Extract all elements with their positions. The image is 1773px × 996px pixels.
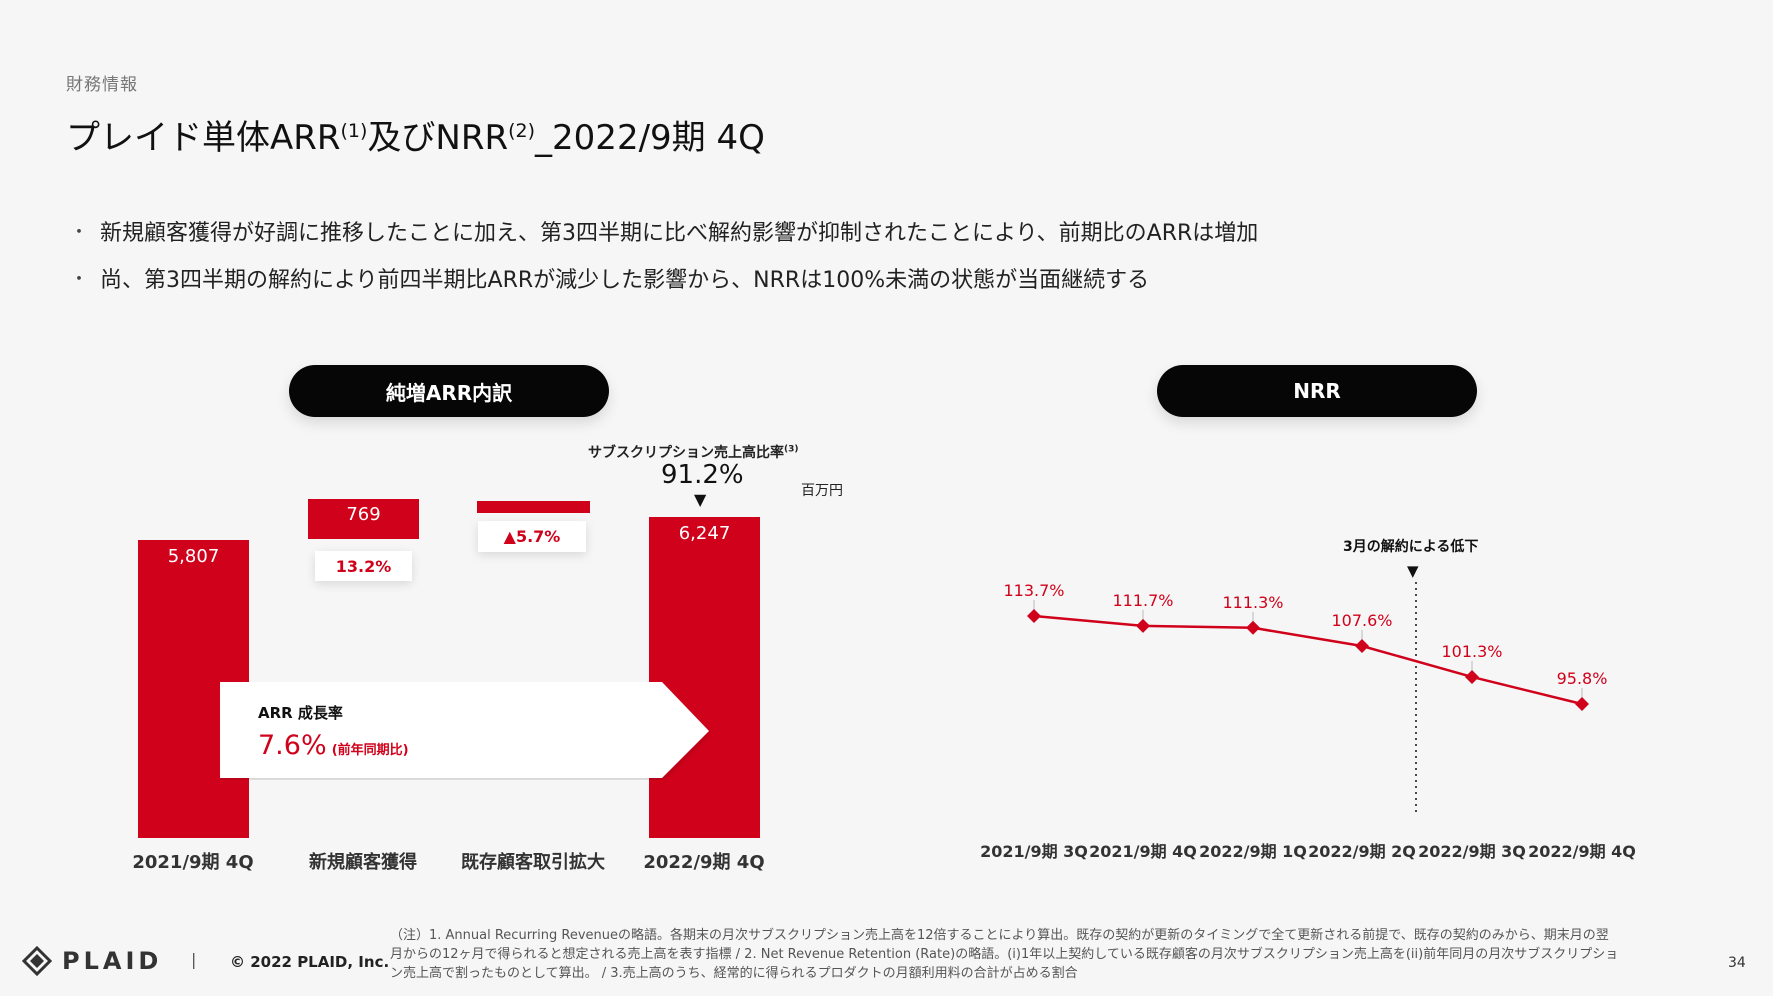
nrr-series-line (1033, 614, 1583, 706)
footnote-line: （注）1. Annual Recurring Revenueの略語。各期末の月次… (390, 928, 1609, 943)
bullet-dot-icon: ・ (70, 268, 88, 290)
growth-note: (前年同期比) (331, 743, 409, 758)
nrr-data-point (1355, 638, 1369, 653)
bullet-text: 新規顧客獲得が好調に推移したことに加え、第3四半期に比べ解約影響が抑制されたこと… (100, 220, 1259, 246)
bullet-dot-icon: ・ (70, 221, 88, 243)
nrr-pill: NRR (1157, 365, 1477, 417)
subscription-ratio-value: 91.2% (661, 460, 744, 490)
bar-value-label: 769 (346, 504, 381, 525)
bar-2022-4q: 6,247 (649, 517, 760, 838)
growth-label: ARR 成長率 (258, 704, 343, 722)
bullet-item: ・ 新規顧客獲得が好調に推移したことに加え、第3四半期に比べ解約影響が抑制された… (70, 207, 1258, 254)
copyright: © 2022 PLAID, Inc. (230, 953, 390, 971)
arr-breakdown-pill: 純増ARR内訳 (289, 365, 609, 417)
title-mid: 及びNRR (367, 118, 509, 158)
subscription-ratio-label: サブスクリプション売上高比率(3) (588, 442, 799, 462)
nrr-x-label: 2022/9期 3Q (1418, 842, 1526, 860)
bullet-list: ・ 新規顧客獲得が好調に推移したことに加え、第3四半期に比べ解約影響が抑制された… (70, 207, 1258, 301)
title-sup-2: (2) (508, 120, 536, 142)
x-label: 既存顧客取引拡大 (461, 852, 605, 873)
nrr-x-label: 2022/9期 1Q (1199, 842, 1307, 860)
bar-new-customers: 769 (308, 499, 419, 539)
nrr-value-label: 111.3% (1222, 593, 1283, 612)
nrr-data-point (1246, 620, 1260, 635)
bullet-item: ・ 尚、第3四半期の解約により前四半期比ARRが減少した影響から、NRRは100… (70, 254, 1258, 301)
change-card-existing-expansion: ▲5.7% (478, 521, 586, 552)
nrr-data-point (1465, 669, 1479, 684)
bullet-text: 尚、第3四半期の解約により前四半期比ARRが減少した影響から、NRRは100%未… (100, 267, 1150, 293)
x-label: 2022/9期 4Q (643, 852, 765, 873)
change-card-new-customers: 13.2% (315, 551, 412, 581)
plaid-logo-text: PLAID (62, 947, 163, 975)
bar-existing-expansion (477, 501, 590, 513)
nrr-value-label: 113.7% (1003, 581, 1064, 600)
nrr-x-label: 2022/9期 4Q (1528, 842, 1636, 860)
nrr-data-point (1136, 618, 1150, 633)
nrr-data-point (1027, 609, 1041, 623)
unit-label: 百万円 (801, 483, 843, 499)
nrr-value-label: 101.3% (1441, 642, 1502, 661)
down-arrow-icon: ▼ (694, 490, 707, 509)
x-label: 2021/9期 4Q (132, 852, 254, 873)
plaid-logo-icon (22, 946, 52, 976)
nrr-x-label: 2022/9期 2Q (1308, 842, 1416, 860)
bar-value-label: 6,247 (678, 523, 731, 544)
nrr-data-point (1575, 697, 1589, 711)
bar-value-label: 5,807 (167, 546, 220, 567)
growth-value-row: 7.6% (前年同期比) (258, 730, 409, 761)
growth-arrow-card (220, 682, 709, 778)
page-title: プレイド単体ARR(1)及びNRR(2)_2022/9期 4Q (66, 110, 765, 159)
title-end: _2022/9期 4Q (535, 118, 765, 158)
footnotes: （注）1. Annual Recurring Revenueの略語。各期末の月次… (390, 926, 1680, 983)
nrr-value-label: 107.6% (1331, 611, 1392, 630)
footnote-line: 月からの12ヶ月で得られると想定される売上高を表す指標 / 2. Net Rev… (390, 947, 1619, 962)
down-arrow-icon: ▼ (1407, 562, 1419, 580)
title-sup-1: (1) (340, 120, 368, 142)
footnote-line: ン売上高で割ったものとして算出。 / 3.売上高のうち、経常的に得られるプロダク… (390, 966, 1078, 981)
nrr-x-label: 2021/9期 4Q (1089, 842, 1197, 860)
section-category: 財務情報 (66, 75, 138, 95)
nrr-value-label: 111.7% (1112, 591, 1173, 610)
footer-separator: | (191, 950, 197, 969)
growth-value: 7.6% (258, 730, 327, 761)
plaid-logo: PLAID (22, 946, 162, 976)
nrr-annotation: 3月の解約による低下 (1343, 539, 1479, 555)
subscription-ratio-text: サブスクリプション売上高比率 (588, 445, 784, 461)
subscription-ratio-sup: (3) (784, 444, 799, 455)
nrr-line-chart: 113.7% 2021/9期 3Q 111.7% 2021/9期 4Q 111.3% 20… (980, 581, 1636, 860)
x-label: 新規顧客獲得 (309, 852, 417, 873)
nrr-value-label: 95.8% (1557, 669, 1608, 688)
title-main: プレイド単体ARR (66, 118, 341, 158)
nrr-x-label: 2021/9期 3Q (980, 842, 1088, 860)
page-number: 34 (1728, 955, 1746, 971)
